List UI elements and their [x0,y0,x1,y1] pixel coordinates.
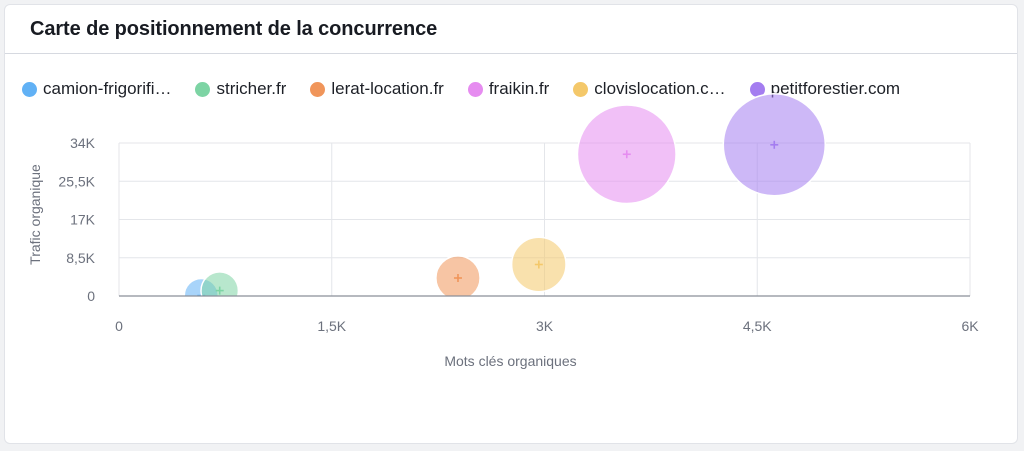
grid-lines [118,142,971,296]
y-tick-label: 34K [70,135,96,151]
competitive-positioning-card: Carte de positionnement de la concurrenc… [4,4,1018,444]
legend-dot [195,81,211,97]
card-header: Carte de positionnement de la concurrenc… [5,5,1017,54]
legend-dot [573,81,589,97]
legend-item-clovislocation[interactable]: clovislocation.c… [573,79,726,99]
chart-legend: camion-frigorifi… stricher.fr lerat-loca… [22,78,924,100]
bubble-petitforestier-com [722,93,827,197]
x-tick-label: 1,5K [317,318,346,334]
legend-dot [467,81,483,97]
x-tick-label: 3K [536,318,554,334]
legend-dot [22,81,37,97]
legend-item-camion-frigorifique[interactable]: camion-frigorifi… [22,79,171,99]
x-axis-title: Mots clés organiques [444,353,576,369]
y-tick-label: 8,5K [66,250,95,266]
legend-item-petitforestier[interactable]: petitforestier.com [749,79,900,99]
axis-ticks: 0 1,5K 3K 4,5K 6K 0 8,5K 17K 25,5K 34K [58,135,979,334]
x-tick-label: 0 [115,318,123,334]
legend-item-lerat-location[interactable]: lerat-location.fr [310,79,444,99]
y-axis-title: Trafic organique [27,164,43,265]
legend-item-stricher[interactable]: stricher.fr [195,79,286,99]
x-tick-label: 4,5K [743,318,772,334]
legend-dot [310,81,326,97]
legend-dot [749,81,765,97]
bubble-stricher-fr [200,271,240,296]
legend-item-fraikin[interactable]: fraikin.fr [467,79,549,99]
y-tick-label: 17K [70,212,96,228]
bubble-fraikin-fr [576,104,677,205]
bubbles [183,93,827,296]
x-tick-label: 6K [961,318,979,334]
card-title: Carte de positionnement de la concurrenc… [30,17,438,40]
bubble-lerat-location-fr [435,255,481,296]
bubble-clovislocation-c [510,236,567,293]
y-tick-label: 0 [87,288,95,304]
y-tick-label: 25,5K [58,173,95,189]
bubble-circle [200,271,240,296]
